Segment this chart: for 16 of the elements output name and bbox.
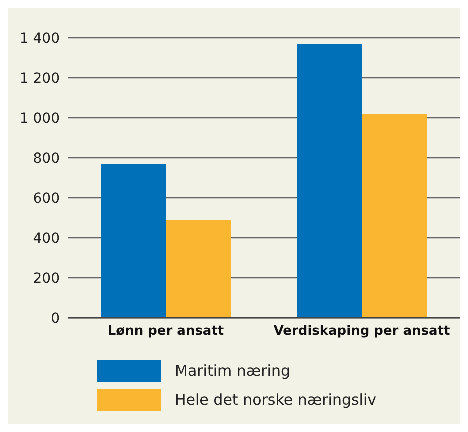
y-tick-label: 800 xyxy=(33,150,60,167)
legend-label: Maritim næring xyxy=(175,362,290,380)
bar xyxy=(166,220,232,318)
y-tick-label: 0 xyxy=(51,310,60,327)
y-tick-label: 1 200 xyxy=(20,70,60,87)
bar xyxy=(362,114,428,318)
y-tick-label: 400 xyxy=(33,230,60,247)
x-tick-label: Verdiskaping per ansatt xyxy=(274,324,450,340)
bar xyxy=(297,44,362,318)
y-tick-label: 600 xyxy=(33,190,60,207)
y-tick-label: 200 xyxy=(33,270,60,287)
y-tick-label: 1 400 xyxy=(20,30,60,47)
legend-label: Hele det norske næringsliv xyxy=(175,390,377,408)
y-tick-label: 1 000 xyxy=(20,110,60,127)
bar xyxy=(101,164,166,318)
x-tick-label: Lønn per ansatt xyxy=(108,324,224,340)
